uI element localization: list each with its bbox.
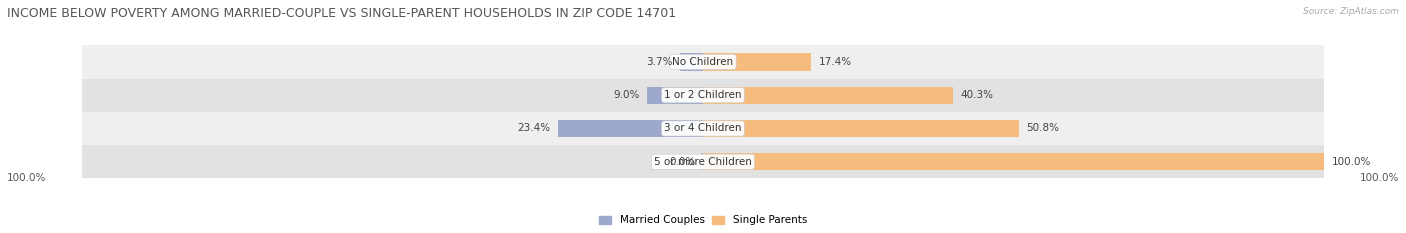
Text: 3.7%: 3.7% [645, 57, 672, 67]
Bar [702, 153, 703, 170]
Text: 100.0%: 100.0% [1360, 173, 1399, 183]
Bar [703, 86, 953, 104]
Text: 9.0%: 9.0% [613, 90, 640, 100]
Bar [82, 79, 1324, 112]
Text: 0.0%: 0.0% [669, 157, 696, 167]
Bar [82, 145, 1324, 178]
Text: 40.3%: 40.3% [960, 90, 994, 100]
Bar [681, 53, 703, 71]
Bar [703, 53, 811, 71]
Bar [647, 86, 703, 104]
Text: 17.4%: 17.4% [818, 57, 852, 67]
Text: INCOME BELOW POVERTY AMONG MARRIED-COUPLE VS SINGLE-PARENT HOUSEHOLDS IN ZIP COD: INCOME BELOW POVERTY AMONG MARRIED-COUPL… [7, 7, 676, 20]
Bar [82, 45, 1324, 79]
Bar [558, 120, 703, 137]
Text: 23.4%: 23.4% [517, 123, 550, 134]
Text: 100.0%: 100.0% [7, 173, 46, 183]
Legend: Married Couples, Single Parents: Married Couples, Single Parents [599, 216, 807, 226]
Text: 1 or 2 Children: 1 or 2 Children [664, 90, 742, 100]
Text: Source: ZipAtlas.com: Source: ZipAtlas.com [1303, 7, 1399, 16]
Bar [82, 112, 1324, 145]
Text: No Children: No Children [672, 57, 734, 67]
Text: 100.0%: 100.0% [1331, 157, 1371, 167]
Bar [703, 120, 1019, 137]
Bar [703, 153, 1324, 170]
Text: 5 or more Children: 5 or more Children [654, 157, 752, 167]
Text: 50.8%: 50.8% [1026, 123, 1059, 134]
Text: 3 or 4 Children: 3 or 4 Children [664, 123, 742, 134]
